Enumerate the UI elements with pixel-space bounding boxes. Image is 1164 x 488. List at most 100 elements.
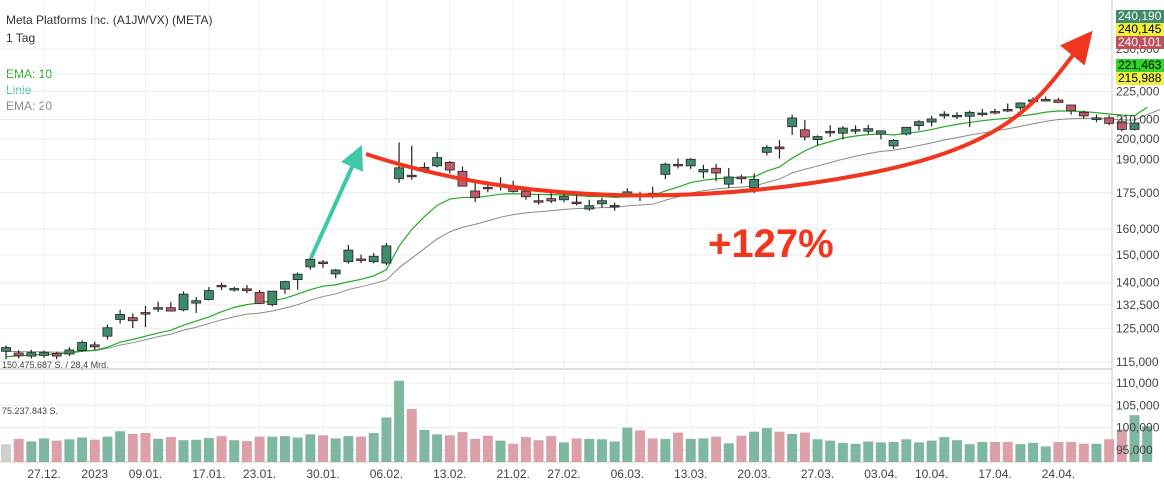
- volume-bar: [609, 441, 620, 462]
- volume-bar: [368, 433, 379, 462]
- x-tick-label: 23.01.: [243, 467, 276, 481]
- candle-body: [356, 258, 366, 261]
- volume-bar: [267, 436, 278, 462]
- volume-bar: [977, 441, 988, 462]
- candle-body: [698, 169, 709, 173]
- price-tag-ema10: 221,463: [1116, 59, 1164, 72]
- volume-bar: [799, 432, 810, 462]
- candle-body: [1091, 117, 1102, 120]
- volume-bar: [1015, 444, 1026, 462]
- volume-bar: [1066, 441, 1077, 462]
- volume-bar: [229, 440, 240, 462]
- volume-bar: [305, 434, 316, 462]
- candle-body: [330, 269, 341, 275]
- candle-body: [863, 128, 874, 132]
- volume-bar: [584, 438, 595, 462]
- legend-line[interactable]: Linie: [6, 83, 32, 97]
- x-tick-label: 17.01.: [192, 467, 225, 481]
- candle-body: [115, 314, 126, 320]
- gain-annotation: +127%: [708, 222, 834, 266]
- candle-body: [89, 344, 100, 348]
- candle-body: [660, 163, 671, 175]
- volume-bar: [533, 440, 544, 462]
- candle-body: [1, 347, 11, 352]
- candle-body: [723, 176, 734, 185]
- candle-body: [1116, 121, 1127, 130]
- volume-bar: [444, 435, 455, 462]
- volume-bar: [457, 432, 468, 462]
- candle-body: [825, 131, 836, 134]
- candle-body: [990, 111, 1000, 114]
- y-tick-label: 132,500: [1116, 298, 1160, 312]
- volume-bar: [495, 440, 506, 462]
- volume-bar: [990, 441, 1001, 462]
- candle-body: [1002, 109, 1013, 112]
- volume-bar: [254, 436, 265, 462]
- volume-bar: [749, 431, 760, 462]
- candle-body: [39, 351, 49, 356]
- x-tick-label: 10.04.: [915, 467, 948, 481]
- candle-body: [914, 121, 924, 126]
- volume-bar: [913, 442, 924, 462]
- volume-bar: [558, 442, 569, 462]
- volume-bar: [1, 444, 11, 462]
- candle-body: [1104, 117, 1115, 124]
- candle-body: [774, 146, 785, 150]
- y-tick-label: 115,000: [1116, 355, 1159, 369]
- volume-bar: [774, 431, 785, 462]
- candle-body: [343, 249, 354, 263]
- candle-body: [127, 317, 138, 322]
- volume-tick-label: 100,000: [1116, 421, 1160, 435]
- ema20-line: [5, 109, 1161, 353]
- x-tick-label: 03.04.: [864, 467, 897, 481]
- volume-bar: [888, 441, 899, 462]
- volume-bar: [394, 380, 405, 462]
- volume-bar: [292, 437, 303, 462]
- price-tag-low: 240,101: [1116, 36, 1164, 49]
- y-tick-label: 210,000: [1116, 112, 1160, 126]
- candle-body: [51, 352, 62, 357]
- y-tick-label: 160,000: [1116, 222, 1160, 236]
- price-tag-high: 240,190: [1116, 10, 1164, 23]
- volume-bar: [901, 439, 912, 462]
- volume-bar: [127, 433, 138, 462]
- y-tick-label: 125,000: [1116, 321, 1160, 335]
- candle-body: [609, 205, 620, 208]
- candle-body: [1066, 104, 1077, 112]
- candle-body: [952, 114, 962, 118]
- volume-bar: [761, 428, 772, 462]
- candle-body: [153, 307, 164, 310]
- volume-bar: [736, 435, 747, 462]
- candle-body: [444, 162, 455, 171]
- candle-body: [292, 273, 303, 280]
- candle-body: [673, 163, 683, 167]
- candle-body: [178, 293, 189, 311]
- volume-tick-label: 105,000: [1116, 398, 1160, 412]
- x-tick-label: 30.01.: [306, 467, 339, 481]
- volume-bar: [1142, 426, 1153, 462]
- teal-arrow: [309, 145, 364, 259]
- price-tag-last: 240,145: [1116, 23, 1164, 36]
- volume-bar: [470, 438, 481, 462]
- candle-body: [559, 195, 569, 201]
- candle-body: [812, 136, 823, 141]
- volume-bar: [863, 441, 874, 462]
- volume-bar: [812, 439, 823, 462]
- volume-bar: [685, 438, 696, 462]
- candle-body: [597, 200, 607, 205]
- candle-body: [394, 167, 404, 180]
- x-tick-label: 20.03.: [737, 467, 770, 481]
- volume-bar: [546, 436, 557, 462]
- volume-bar: [216, 436, 227, 462]
- volume-bar: [1002, 441, 1013, 462]
- volume-bar: [51, 440, 62, 462]
- candle-body: [520, 190, 531, 198]
- volume-bar: [596, 439, 607, 462]
- interval-label: 1 Tag: [6, 31, 36, 45]
- red-arc-arrow: [365, 30, 1093, 198]
- volume-bar: [178, 440, 189, 462]
- candle-body: [140, 312, 151, 315]
- legend-ema20[interactable]: EMA: 20: [6, 99, 53, 113]
- candle-body: [406, 174, 417, 178]
